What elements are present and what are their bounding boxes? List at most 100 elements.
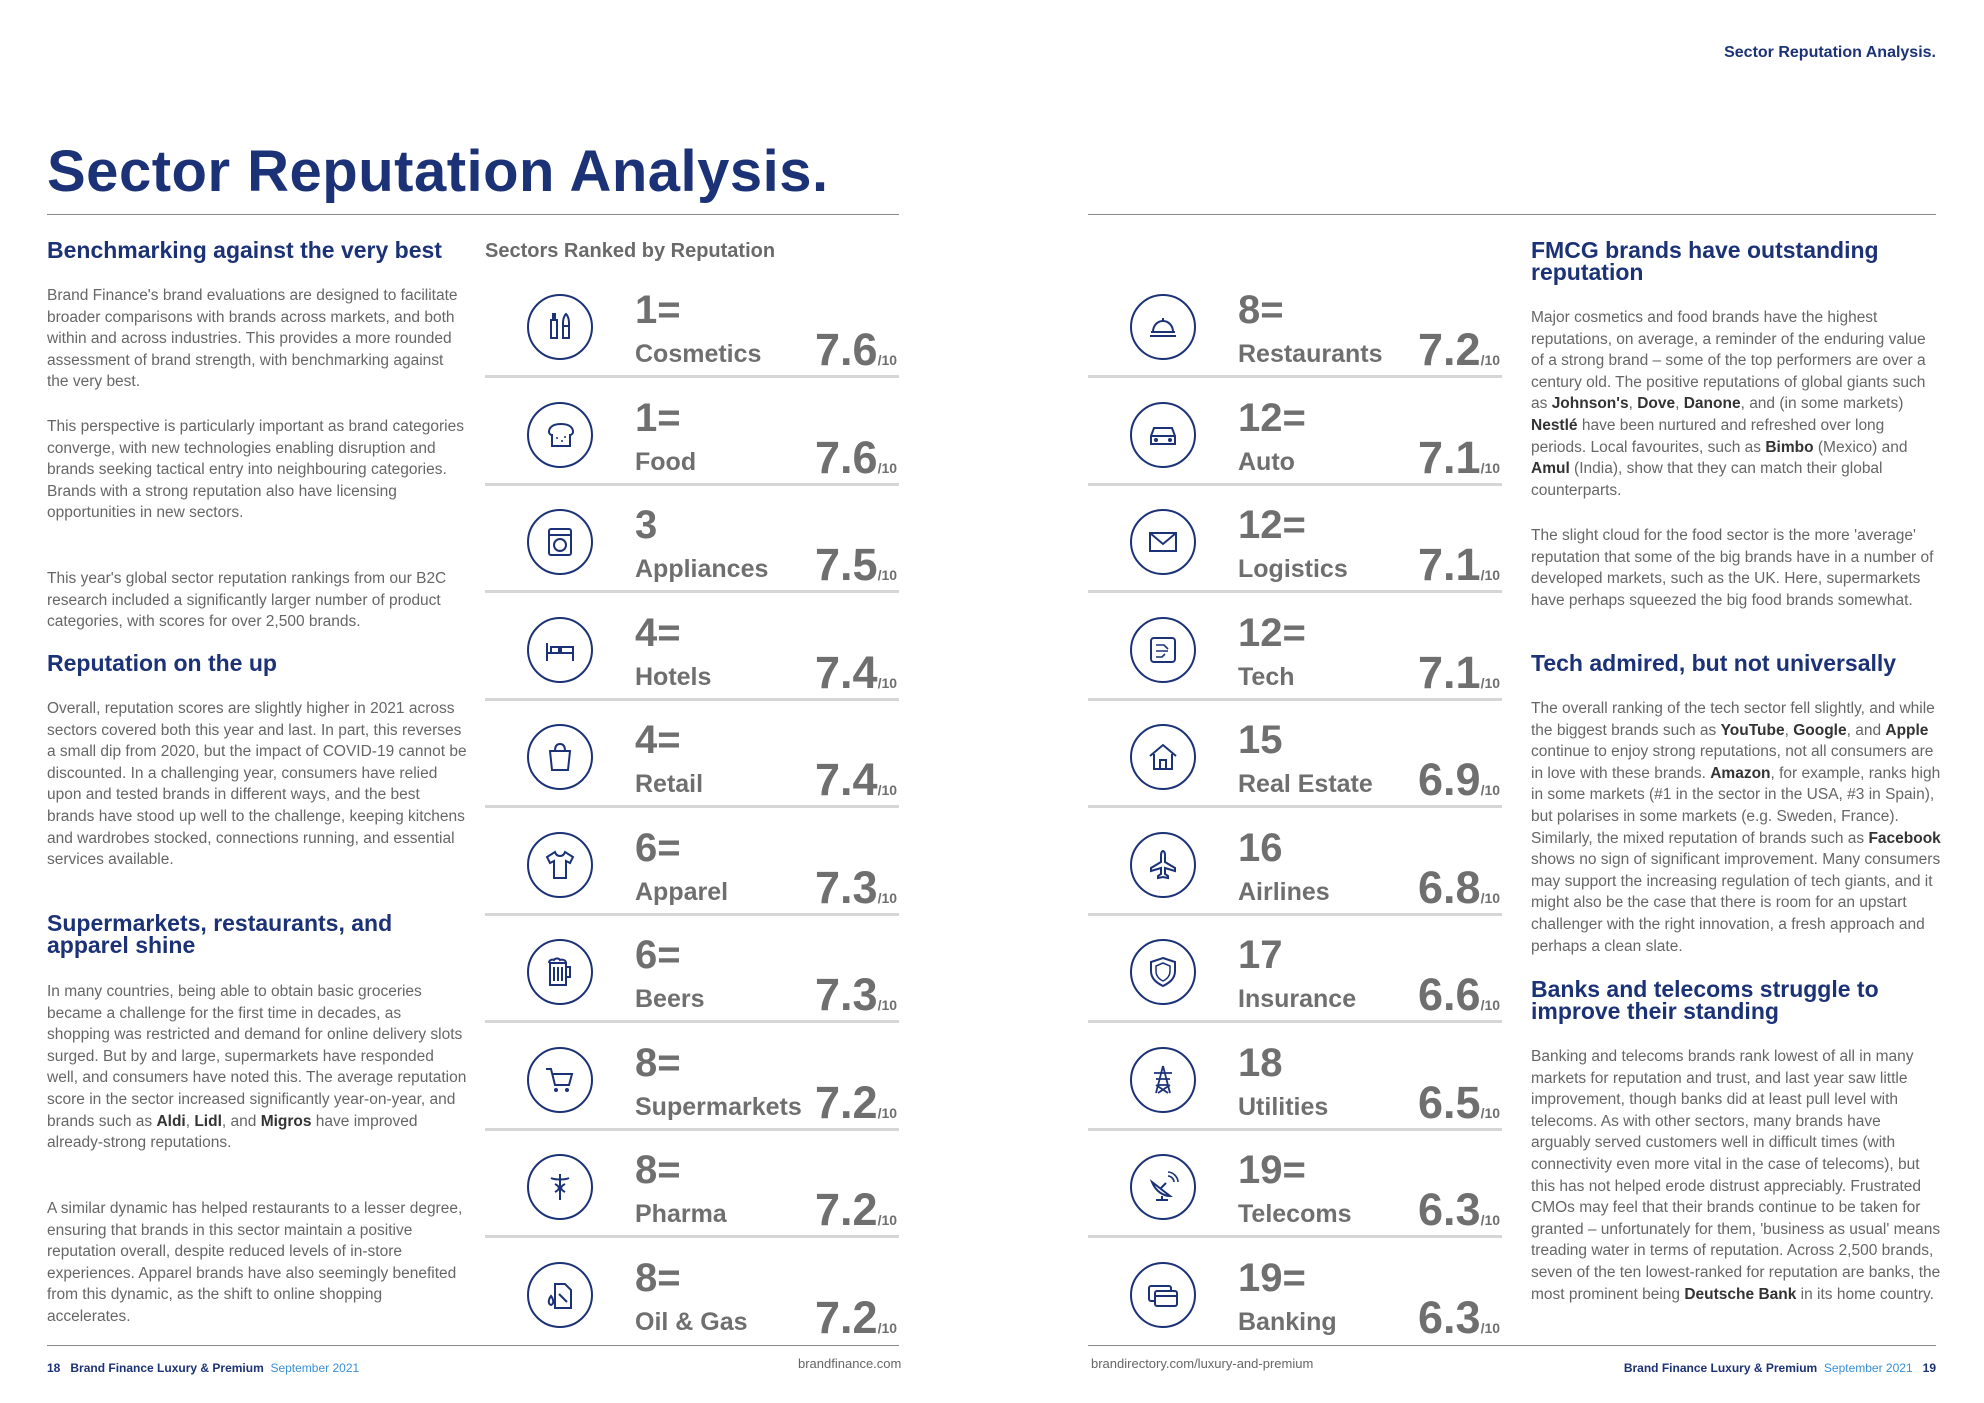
sector-score-outof: /10 — [1480, 459, 1501, 476]
sector-row: 8= Pharma 7.2/10 — [485, 1130, 899, 1238]
sector-rank: 19= — [1238, 1255, 1306, 1300]
row-divider — [485, 482, 899, 486]
car-icon — [1130, 401, 1196, 468]
envelope-icon — [1130, 509, 1196, 575]
sector-score-value: 7.1 — [1418, 646, 1481, 698]
sector-name: Utilities — [1238, 1092, 1329, 1121]
sector-score-value: 7.1 — [1418, 431, 1481, 483]
cloche-icon — [1130, 294, 1196, 360]
row-divider — [1088, 805, 1502, 808]
sector-score: 7.6/10 — [815, 432, 897, 484]
sector-score: 7.5/10 — [815, 539, 897, 591]
sector-score-value: 6.3 — [1418, 1291, 1481, 1343]
sector-score-outof: /10 — [877, 459, 898, 476]
footer-rule-right — [1088, 1345, 1936, 1346]
ranking-right-column: 8= Restaurants 7.2/10 12= Auto 7.1/10 12= Logis… — [1088, 270, 1502, 1350]
satellite-dish-icon — [1130, 1154, 1196, 1220]
sector-score-outof: /10 — [877, 997, 898, 1013]
sector-rank: 6= — [635, 933, 681, 977]
footer-url-left[interactable]: brandfinance.com — [798, 1356, 902, 1371]
sector-row: 12= Auto 7.1/10 — [1088, 378, 1502, 486]
house-icon — [1130, 724, 1196, 790]
sector-score-outof: /10 — [877, 352, 898, 368]
para-benchmarking-2: This perspective is particularly importa… — [47, 418, 464, 522]
sector-name: Food — [635, 447, 697, 476]
bread-icon — [527, 401, 593, 468]
para-banks: Banking and telecoms brands rank lowest … — [1531, 1048, 1941, 1303]
sector-row: 6= Apparel 7.3/10 — [485, 808, 899, 916]
sector-score-value: 7.2 — [815, 1076, 878, 1128]
row-divider — [485, 805, 899, 808]
brand-bimbo: Bimbo — [1765, 438, 1814, 456]
row-divider — [485, 375, 899, 378]
cosmetics-icon — [527, 294, 593, 360]
tshirt-icon — [527, 831, 593, 898]
publication-right: Brand Finance Luxury & Premium — [1623, 1361, 1818, 1375]
title-rule-left — [47, 214, 899, 215]
sector-row: 12= Logistics 7.1/10 — [1088, 485, 1502, 593]
row-divider — [1088, 482, 1502, 486]
ranking-heading: Sectors Ranked by Reputation — [485, 240, 776, 262]
fuel-can-icon — [527, 1261, 593, 1328]
sector-score: 7.3/10 — [815, 862, 897, 914]
sector-score: 7.2/10 — [815, 1077, 897, 1129]
sector-score: 7.1/10 — [1418, 647, 1500, 699]
sector-score: 6.6/10 — [1418, 969, 1500, 1021]
sector-name: Real Estate — [1238, 770, 1373, 798]
sector-rank: 12= — [1238, 610, 1306, 655]
sector-score-outof: /10 — [877, 1104, 898, 1121]
row-divider — [485, 912, 899, 916]
sector-score-outof: /10 — [1480, 1319, 1501, 1336]
footer-rule-left — [47, 1345, 899, 1346]
para-supermarkets-2: A similar dynamic has helped restaurants… — [47, 1200, 463, 1325]
washing-machine-icon — [527, 509, 593, 575]
brand-migros: Migros — [260, 1112, 312, 1130]
row-divider — [485, 1235, 899, 1238]
running-title: Sector Reputation Analysis. — [1724, 44, 1936, 61]
sector-score-outof: /10 — [877, 889, 898, 906]
page-title: Sector Reputation Analysis. — [47, 139, 829, 204]
brand-lidl: Lidl — [194, 1112, 222, 1130]
sector-rank: 4= — [635, 610, 681, 655]
sector-name: Banking — [1238, 1307, 1337, 1336]
sector-score-value: 7.3 — [815, 969, 878, 1020]
caduceus-icon — [527, 1154, 593, 1220]
row-divider — [1088, 1235, 1502, 1238]
sector-name: Supermarkets — [635, 1092, 802, 1121]
sector-score-value: 7.1 — [1418, 539, 1481, 590]
sector-rank: 8= — [635, 1148, 681, 1192]
heading-reputation-up: Reputation on the up — [47, 650, 277, 676]
sector-row: 8= Oil & Gas 7.2/10 — [485, 1238, 899, 1346]
sector-row: 4= Retail 7.4/10 — [485, 700, 899, 808]
sector-row: 16 Airlines 6.8/10 — [1088, 808, 1502, 916]
sector-row: 1= Cosmetics 7.6/10 — [485, 270, 899, 378]
sector-row: 18 Utilities 6.5/10 — [1088, 1023, 1502, 1131]
sector-score-value: 7.4 — [815, 646, 878, 698]
sector-name: Pharma — [635, 1200, 727, 1228]
row-divider — [485, 697, 899, 701]
sector-rank: 6= — [635, 825, 681, 870]
sector-score-value: 7.2 — [815, 1291, 878, 1343]
brand-apple: Apple — [1885, 721, 1929, 739]
sector-score-value: 6.3 — [1418, 1184, 1481, 1235]
sector-rank: 12= — [1238, 503, 1306, 547]
sector-name: Logistics — [1238, 555, 1348, 583]
heading-supermarkets: Supermarkets, restaurants, and apparel s… — [47, 910, 393, 958]
footer-url-right[interactable]: brandirectory.com/luxury-and-premium — [1091, 1356, 1314, 1371]
brand-amul: Amul — [1531, 460, 1570, 478]
row-divider — [1088, 590, 1502, 593]
sector-score-outof: /10 — [877, 567, 898, 583]
row-divider — [1088, 375, 1502, 378]
shopping-bag-icon — [527, 724, 593, 790]
sector-name: Oil & Gas — [635, 1307, 748, 1336]
brand-johnsons: Johnson's — [1551, 395, 1629, 413]
sector-name: Tech — [1238, 662, 1295, 691]
sector-row: 17 Insurance 6.6/10 — [1088, 915, 1502, 1023]
sector-rank: 16 — [1238, 825, 1283, 870]
sector-score: 7.1/10 — [1418, 432, 1500, 484]
sector-score-value: 7.6 — [815, 324, 878, 375]
page-number-left: 18 — [47, 1361, 61, 1375]
sector-score: 6.5/10 — [1418, 1077, 1500, 1129]
brand-nestle: Nestlé — [1531, 416, 1578, 434]
sector-score: 7.4/10 — [815, 647, 897, 699]
